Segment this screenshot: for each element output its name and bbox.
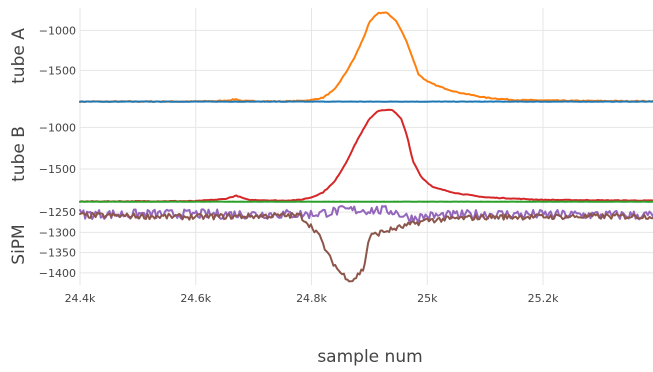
y-axis-label: SiPM <box>9 224 29 264</box>
series-line <box>79 108 653 203</box>
y-tick-label: −1400 <box>39 267 76 280</box>
y-tick-label: −1500 <box>39 64 76 77</box>
y-tick-label: −1250 <box>39 206 76 219</box>
x-tick-label: 25.2k <box>528 292 559 305</box>
y-tick-label: −1300 <box>39 226 76 239</box>
traces <box>79 11 653 283</box>
gridlines <box>79 8 653 285</box>
x-tick-label: 24.4k <box>65 292 96 305</box>
y-axis-label: tube A <box>9 28 29 84</box>
y-axis-label: tube B <box>9 126 29 182</box>
y-tick-label: −1000 <box>39 121 76 134</box>
x-axis-label: sample num <box>317 347 422 367</box>
series-line <box>79 211 653 283</box>
axis-labels: sample num tube A tube B SiPM <box>9 28 423 367</box>
y-tick-label: −1500 <box>39 163 76 176</box>
tick-labels: 24.4k 24.6k 24.8k 25k 25.2k −1000 −1500 −1000 −1… <box>39 24 559 305</box>
x-tick-label: 25k <box>417 292 438 305</box>
x-tick-label: 24.8k <box>296 292 327 305</box>
x-tick-label: 24.6k <box>180 292 211 305</box>
y-tick-label: −1000 <box>39 24 76 37</box>
y-tick-label: −1350 <box>39 247 76 260</box>
series-line <box>79 11 653 104</box>
